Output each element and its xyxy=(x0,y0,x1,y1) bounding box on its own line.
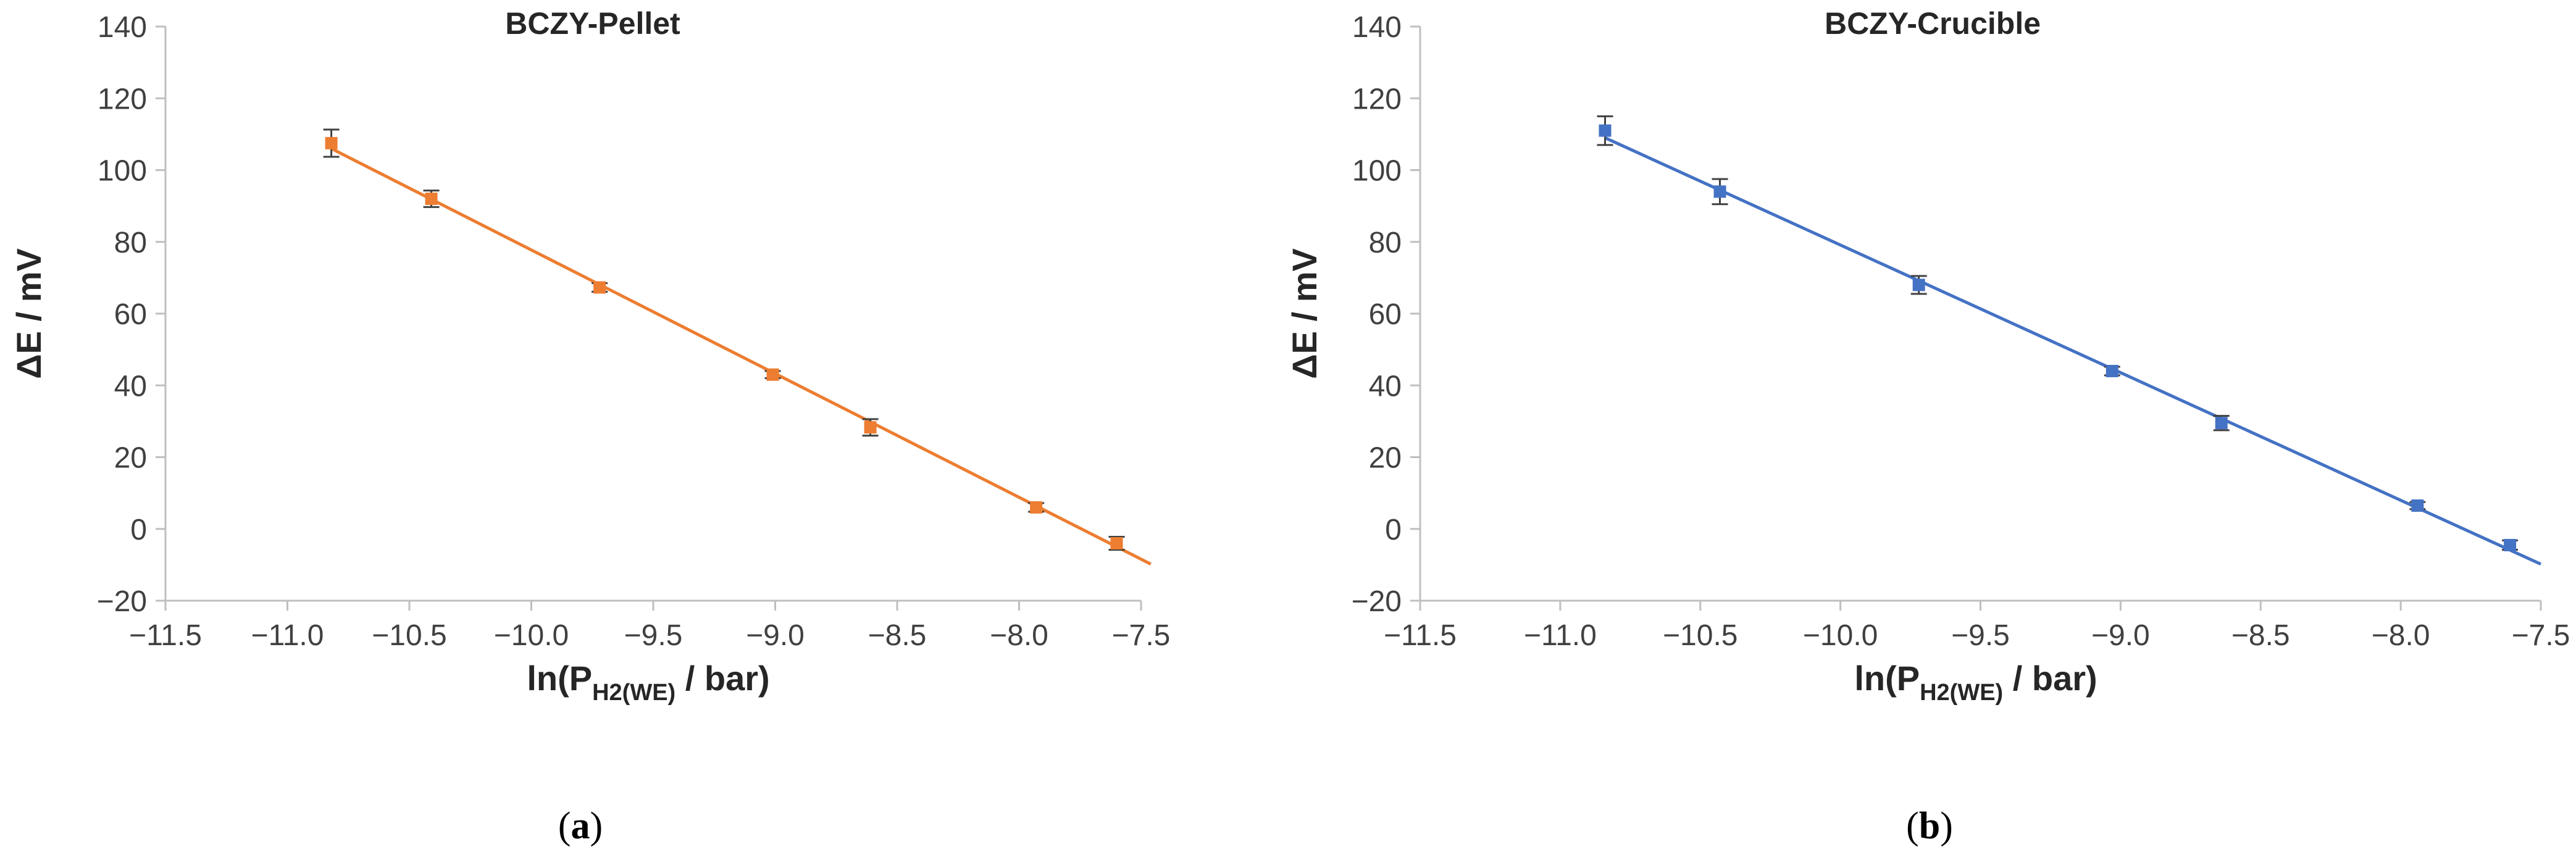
data-point xyxy=(1912,278,1925,291)
data-point-group xyxy=(1597,115,1613,146)
y-tick-label: 100 xyxy=(98,155,147,188)
x-axis-label: ln(PH2(WE) / bar) xyxy=(1854,659,2097,706)
data-point xyxy=(766,368,779,381)
x-axis-label: ln(PH2(WE) / bar) xyxy=(527,659,769,706)
chart-b: −20 0 20 40 60 80 100 120 140 −11.5 −11.0 −10.5 −10.… xyxy=(1285,6,2570,847)
y-tick-label: 140 xyxy=(1352,11,1402,44)
x-axis-label-prefix: ln(P xyxy=(1854,659,1920,698)
y-tick-label: 60 xyxy=(114,298,147,331)
data-point xyxy=(325,136,338,149)
data-point xyxy=(864,421,877,434)
x-tick-label: −8.5 xyxy=(868,619,927,652)
data-point xyxy=(2106,365,2118,377)
x-tick-label: −8.5 xyxy=(2231,619,2290,652)
panel-label-letter: a xyxy=(571,805,590,847)
panel-label-open: ( xyxy=(1906,805,1919,847)
y-tick-label: 40 xyxy=(1369,370,1402,403)
panel-label: (a) xyxy=(558,805,603,847)
y-tick-label: −20 xyxy=(1352,585,1402,618)
x-tick-label: −11.0 xyxy=(251,619,324,652)
data-point xyxy=(593,281,606,294)
y-tick-label: 120 xyxy=(1352,83,1402,115)
data-point xyxy=(2215,417,2228,430)
y-tick-label: 60 xyxy=(1369,298,1402,331)
data-point xyxy=(1110,537,1123,549)
chart-a: −20 0 20 40 60 80 100 120 140 −11.5 −11.0 −10.5 −10.… xyxy=(9,6,1170,847)
y-tick-label: 20 xyxy=(1369,442,1402,475)
chart-title: BCZY-Crucible xyxy=(1825,6,2041,41)
x-tick-label: −10.5 xyxy=(372,619,446,652)
y-tick-label: 120 xyxy=(98,83,147,115)
data-point-group xyxy=(1712,178,1728,206)
y-tick-label: 140 xyxy=(98,11,147,44)
y-tick-label: 80 xyxy=(114,227,147,259)
panel-label: (b) xyxy=(1906,805,1953,847)
data-point-group xyxy=(323,128,340,158)
data-point-group xyxy=(1910,275,1927,295)
y-tick-label: 20 xyxy=(114,442,147,475)
data-point-group xyxy=(592,281,608,294)
y-tick-label: 40 xyxy=(114,370,147,403)
data-point-group xyxy=(2502,538,2519,551)
y-tick-label: 0 xyxy=(1385,514,1402,546)
x-tick-label: −9.0 xyxy=(746,619,805,652)
data-point-group xyxy=(2213,415,2230,432)
y-axis-label: ΔE / mV xyxy=(9,248,48,378)
x-tick-label: −10.5 xyxy=(1663,619,1738,652)
x-tick-label: −7.5 xyxy=(1112,619,1171,652)
x-tick-label: −11.0 xyxy=(1524,619,1597,652)
fit-line xyxy=(1604,136,2542,566)
x-axis-label-suffix: / bar) xyxy=(2003,659,2097,698)
panel-label-letter: b xyxy=(1919,805,1940,847)
data-point xyxy=(1030,501,1043,514)
y-tick-label: −20 xyxy=(97,585,147,618)
x-axis-label-subscript: H2(WE) xyxy=(1920,680,2003,706)
y-tick-label: 0 xyxy=(130,514,147,546)
x-tick-label: −11.5 xyxy=(129,619,202,652)
data-point-group xyxy=(862,418,879,437)
data-point xyxy=(2504,538,2517,551)
data-point-group xyxy=(2104,365,2120,377)
x-axis-label-suffix: / bar) xyxy=(675,659,769,698)
chart-title: BCZY-Pellet xyxy=(505,6,680,41)
data-point xyxy=(1599,124,1612,137)
panel-label-close: ) xyxy=(590,805,603,847)
x-tick-label: −11.5 xyxy=(1384,619,1457,652)
panel-label-open: ( xyxy=(558,805,571,847)
data-point xyxy=(425,193,438,205)
data-point-group xyxy=(423,190,440,208)
x-tick-label: −9.5 xyxy=(624,619,683,652)
data-point-group xyxy=(1108,536,1125,551)
x-axis-label-subscript: H2(WE) xyxy=(592,680,675,706)
x-axis-label-prefix: ln(P xyxy=(527,659,592,698)
fit-line xyxy=(330,147,1152,566)
panel-label-close: ) xyxy=(1940,805,1953,847)
y-tick-label: 100 xyxy=(1352,155,1402,188)
data-point xyxy=(2411,499,2424,512)
x-tick-label: −10.0 xyxy=(1803,619,1878,652)
x-tick-label: −9.5 xyxy=(1951,619,2010,652)
data-point xyxy=(1713,185,1726,198)
y-tick-label: 80 xyxy=(1369,227,1402,259)
x-tick-label: −10.0 xyxy=(494,619,569,652)
x-tick-label: −8.0 xyxy=(990,619,1048,652)
y-axis-label: ΔE / mV xyxy=(1285,248,1324,378)
data-point-group xyxy=(764,368,781,381)
x-tick-label: −8.0 xyxy=(2372,619,2430,652)
data-point-group xyxy=(2409,499,2426,512)
x-tick-label: −9.0 xyxy=(2091,619,2150,652)
x-tick-label: −7.5 xyxy=(2512,619,2570,652)
data-point-group xyxy=(1028,501,1045,514)
